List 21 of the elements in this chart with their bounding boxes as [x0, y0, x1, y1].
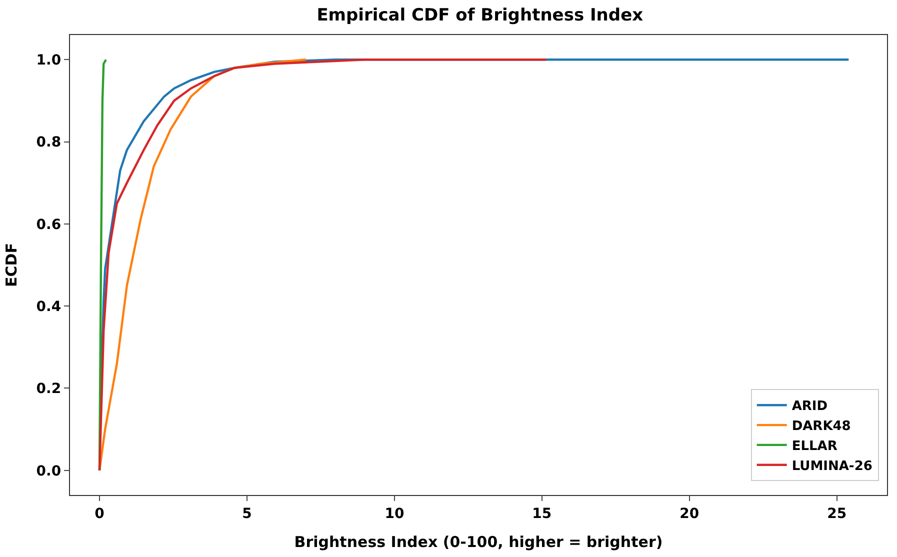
y-axis-title: ECDF	[2, 243, 21, 287]
y-tick-label: 0.2	[36, 381, 62, 398]
line-series	[98, 58, 308, 472]
line-series	[98, 58, 548, 472]
legend-label: LUMINA-26	[792, 458, 872, 474]
x-tick-label: 5	[242, 506, 252, 522]
x-axis-title: Brightness Index (0-100, higher = brighter)	[294, 532, 663, 551]
y-tick-label: 0.8	[36, 134, 62, 151]
chart-title: Empirical CDF of Brightness Index	[316, 5, 644, 26]
y-tick-label: 1.0	[36, 52, 62, 69]
x-tick-label: 15	[532, 506, 552, 522]
x-tick-label: 20	[680, 506, 700, 522]
x-tick-label: 0	[94, 506, 105, 522]
legend-label: ELLAR	[792, 439, 838, 454]
x-tick-label: 10	[384, 506, 404, 522]
y-tick-label: 0.4	[36, 298, 62, 315]
y-tick-label: 0.6	[36, 216, 62, 233]
y-tick-label: 0.0	[36, 463, 62, 480]
legend-label: DARK48	[792, 419, 851, 434]
legend-label: ARID	[792, 399, 828, 414]
x-tick-label: 25	[827, 506, 847, 522]
